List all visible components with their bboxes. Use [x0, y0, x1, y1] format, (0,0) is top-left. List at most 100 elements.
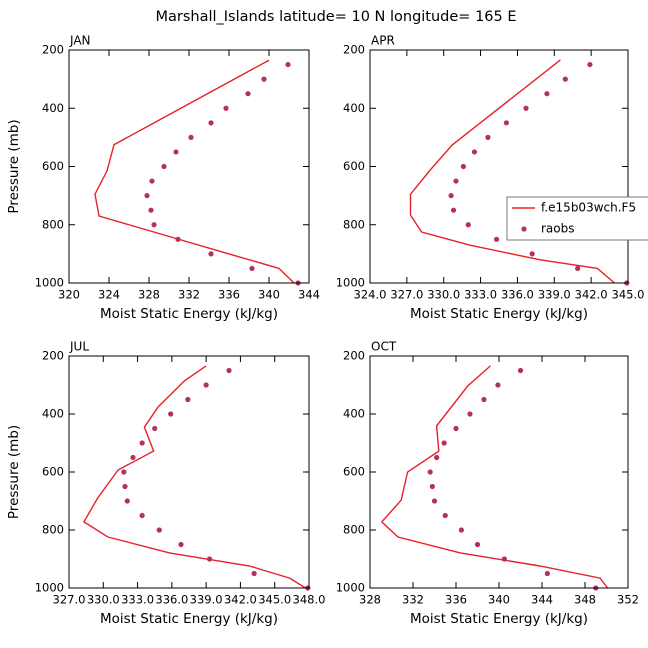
profile-line — [380, 365, 609, 589]
y-tick-label: 400 — [343, 101, 365, 115]
obs-point — [453, 178, 459, 184]
x-tick-label: 320 — [58, 288, 80, 302]
y-tick-label: 1000 — [35, 276, 64, 290]
obs-point — [124, 498, 130, 504]
y-tick-label: 600 — [42, 159, 64, 173]
y-tick-label: 1000 — [336, 581, 365, 595]
obs-point — [185, 396, 191, 403]
plot-frame — [369, 355, 629, 589]
obs-point — [226, 367, 232, 374]
obs-point — [156, 527, 162, 533]
y-tick-label: 800 — [343, 217, 365, 231]
obs-point — [285, 61, 291, 68]
obs-point — [467, 411, 473, 417]
x-tick-label: 348.0 — [293, 593, 326, 607]
obs-point — [458, 527, 464, 533]
obs-point — [544, 570, 550, 577]
y-tick-label: 200 — [343, 349, 365, 363]
obs-point — [122, 483, 128, 490]
x-axis-label: Moist Static Energy (kJ/kg) — [410, 611, 588, 627]
obs-point — [429, 483, 435, 490]
legend-box — [506, 196, 648, 241]
figure-title: Marshall_Islands latitude= 10 N longitud… — [155, 9, 516, 25]
obs-point — [245, 91, 251, 97]
obs-point — [517, 367, 524, 374]
y-tick-label: 600 — [343, 159, 365, 173]
obs-point — [148, 207, 154, 213]
x-tick-label: 342.0 — [575, 288, 608, 302]
obs-point — [575, 265, 581, 272]
obs-point — [152, 425, 158, 432]
obs-point — [161, 163, 167, 170]
x-tick-label: 342.0 — [224, 593, 257, 607]
y-tick-label: 400 — [343, 407, 365, 421]
obs-point — [481, 396, 487, 403]
obs-point — [261, 76, 267, 82]
obs-point — [208, 251, 214, 257]
obs-point — [587, 61, 593, 68]
obs-point — [144, 193, 150, 199]
obs-point — [474, 541, 481, 548]
x-tick-label: 328 — [138, 288, 160, 302]
obs-point — [188, 134, 194, 140]
y-tick-label: 1000 — [35, 581, 64, 595]
obs-point — [503, 120, 509, 126]
x-tick-label: 336 — [218, 288, 240, 302]
profile-line — [94, 59, 295, 284]
x-tick-label: 324 — [98, 288, 120, 302]
y-tick-label: 200 — [343, 43, 365, 57]
obs-point — [203, 382, 209, 388]
obs-point — [208, 120, 214, 126]
obs-point — [448, 193, 454, 199]
y-axis-label: Pressure (mb) — [6, 425, 22, 519]
obs-point — [501, 556, 507, 562]
obs-point — [249, 265, 255, 272]
obs-point — [434, 454, 440, 461]
obs-point — [460, 163, 466, 170]
x-tick-label: 339.0 — [538, 288, 571, 302]
obs-point — [206, 556, 213, 562]
obs-point — [523, 105, 529, 111]
x-tick-label: 327.0 — [53, 593, 86, 607]
x-tick-label: 328 — [359, 593, 381, 607]
x-tick-label: 336 — [445, 593, 467, 607]
x-tick-label: 344 — [298, 288, 320, 302]
obs-point — [223, 105, 229, 111]
obs-point — [495, 382, 501, 388]
obs-point — [168, 411, 174, 417]
obs-point — [493, 236, 500, 242]
x-tick-label: 348 — [574, 593, 596, 607]
obs-point — [151, 222, 157, 228]
y-tick-label: 200 — [42, 43, 64, 57]
x-tick-label: 333.0 — [464, 288, 497, 302]
x-tick-label: 340 — [488, 593, 510, 607]
x-tick-label: 339.0 — [190, 593, 223, 607]
plot-frame — [68, 49, 310, 284]
y-tick-label: 800 — [42, 217, 64, 231]
x-tick-label: 344 — [531, 593, 553, 607]
y-tick-label: 600 — [42, 465, 64, 479]
obs-point — [441, 440, 447, 446]
x-tick-label: 336.0 — [501, 288, 534, 302]
panel-title: APR — [371, 34, 395, 48]
panel-title: JAN — [69, 34, 91, 48]
x-tick-label: 340 — [258, 288, 280, 302]
profile-line — [409, 59, 615, 284]
x-tick-label: 336.0 — [155, 593, 188, 607]
x-tick-label: 333.0 — [121, 593, 154, 607]
obs-point — [450, 207, 457, 213]
x-tick-label: 330.0 — [87, 593, 120, 607]
legend-swatch — [521, 226, 527, 232]
obs-point — [175, 236, 181, 242]
x-tick-label: 327.0 — [390, 288, 423, 302]
obs-point — [529, 251, 535, 257]
obs-point — [139, 512, 145, 519]
x-tick-label: 332 — [178, 288, 200, 302]
y-tick-label: 200 — [42, 349, 64, 363]
obs-point — [173, 149, 179, 155]
obs-point — [130, 454, 136, 461]
y-tick-label: 400 — [42, 407, 64, 421]
x-tick-label: 345.0 — [612, 288, 645, 302]
obs-point — [178, 541, 184, 548]
